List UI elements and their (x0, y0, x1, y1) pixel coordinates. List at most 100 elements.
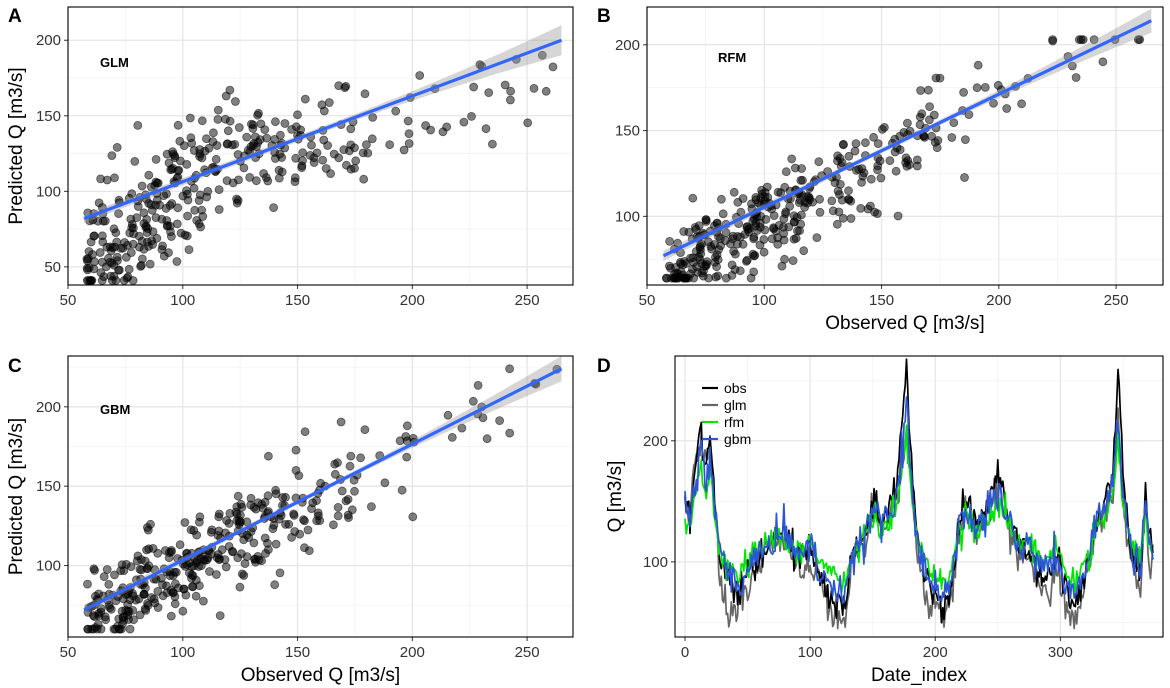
y-tick-label: 200 (36, 32, 61, 49)
data-point (788, 256, 798, 266)
y-tick-label: 200 (36, 399, 61, 416)
data-point (244, 533, 254, 542)
data-point (170, 599, 180, 609)
data-point (297, 163, 307, 173)
data-point (397, 485, 407, 495)
data-point (711, 272, 721, 282)
data-point (109, 224, 119, 234)
data-point (203, 186, 213, 196)
data-point (447, 432, 457, 442)
data-point (925, 115, 934, 125)
data-point (733, 231, 742, 241)
data-point (280, 119, 290, 128)
data-point (136, 261, 146, 271)
data-point (230, 97, 240, 106)
data-point (797, 164, 806, 173)
data-point (215, 611, 225, 620)
data-point (671, 273, 681, 283)
data-point (473, 380, 483, 390)
data-point (746, 273, 756, 283)
data-point (500, 80, 510, 90)
x-tick-label: 100 (798, 644, 823, 661)
y-tick-label: 50 (44, 259, 61, 276)
data-point (300, 94, 310, 104)
data-point (1135, 35, 1145, 44)
data-point (835, 190, 844, 199)
x-tick-label: 150 (285, 644, 310, 661)
data-point (114, 209, 123, 219)
data-point (356, 453, 366, 463)
data-point (925, 102, 934, 111)
data-point (214, 509, 224, 519)
data-point (173, 203, 183, 213)
data-point (139, 208, 149, 218)
data-point (505, 428, 515, 438)
data-point (903, 118, 912, 128)
scatter-points (662, 35, 1145, 283)
data-point (269, 203, 279, 213)
data-point (861, 138, 870, 148)
data-point (696, 245, 705, 255)
data-point (141, 606, 151, 615)
data-point (168, 588, 178, 598)
panel-a: GLM 50 100 150 200 250 50 100 150 200 A Predicted Q… (6, 6, 574, 309)
panel-letter: D (597, 356, 611, 377)
data-point (716, 234, 725, 244)
panel-border (674, 355, 1164, 638)
data-point (208, 128, 218, 138)
data-point (442, 122, 452, 132)
data-point (299, 543, 309, 553)
data-point (814, 157, 824, 167)
data-point (98, 237, 108, 247)
data-point (90, 612, 99, 621)
data-point (261, 549, 271, 558)
data-point (221, 91, 231, 101)
data-point (101, 615, 111, 625)
data-point (395, 436, 405, 446)
data-point (234, 175, 243, 185)
data-point (114, 265, 123, 275)
data-point (359, 174, 369, 184)
x-tick-label: 50 (60, 644, 77, 661)
data-point (260, 125, 270, 135)
data-point (738, 194, 748, 203)
data-point (336, 417, 346, 427)
data-point (850, 146, 860, 156)
y-axis-title: Predicted Q [m3/s] (6, 418, 27, 575)
data-point (131, 595, 141, 605)
data-point (961, 135, 970, 145)
data-point (128, 239, 138, 249)
data-point (1017, 99, 1026, 109)
data-point (333, 502, 343, 512)
data-point (201, 134, 211, 144)
data-point (110, 173, 119, 183)
data-point (89, 231, 99, 241)
y-tick-label: 100 (36, 183, 61, 200)
panel-border (67, 6, 574, 286)
data-point (839, 139, 848, 149)
series-line-gbm (684, 396, 1154, 604)
data-point (123, 589, 133, 599)
data-point (275, 568, 285, 578)
data-point (851, 139, 861, 149)
data-point (263, 491, 273, 501)
y-tick-label: 100 (615, 208, 640, 225)
data-point (866, 174, 876, 184)
data-point (230, 139, 240, 149)
data-point (133, 202, 143, 211)
data-point (142, 545, 152, 555)
y-tick-label: 200 (643, 433, 668, 450)
data-point (426, 125, 436, 135)
series-line-obs (684, 358, 1154, 624)
data-point (271, 489, 281, 499)
data-point (270, 580, 280, 590)
data-point (170, 579, 180, 589)
data-point (254, 555, 264, 565)
data-point (767, 234, 777, 244)
data-point (82, 254, 92, 264)
data-point (351, 156, 361, 166)
data-point (505, 95, 515, 105)
data-point (671, 262, 680, 272)
data-point (198, 596, 208, 606)
data-point (220, 114, 230, 124)
